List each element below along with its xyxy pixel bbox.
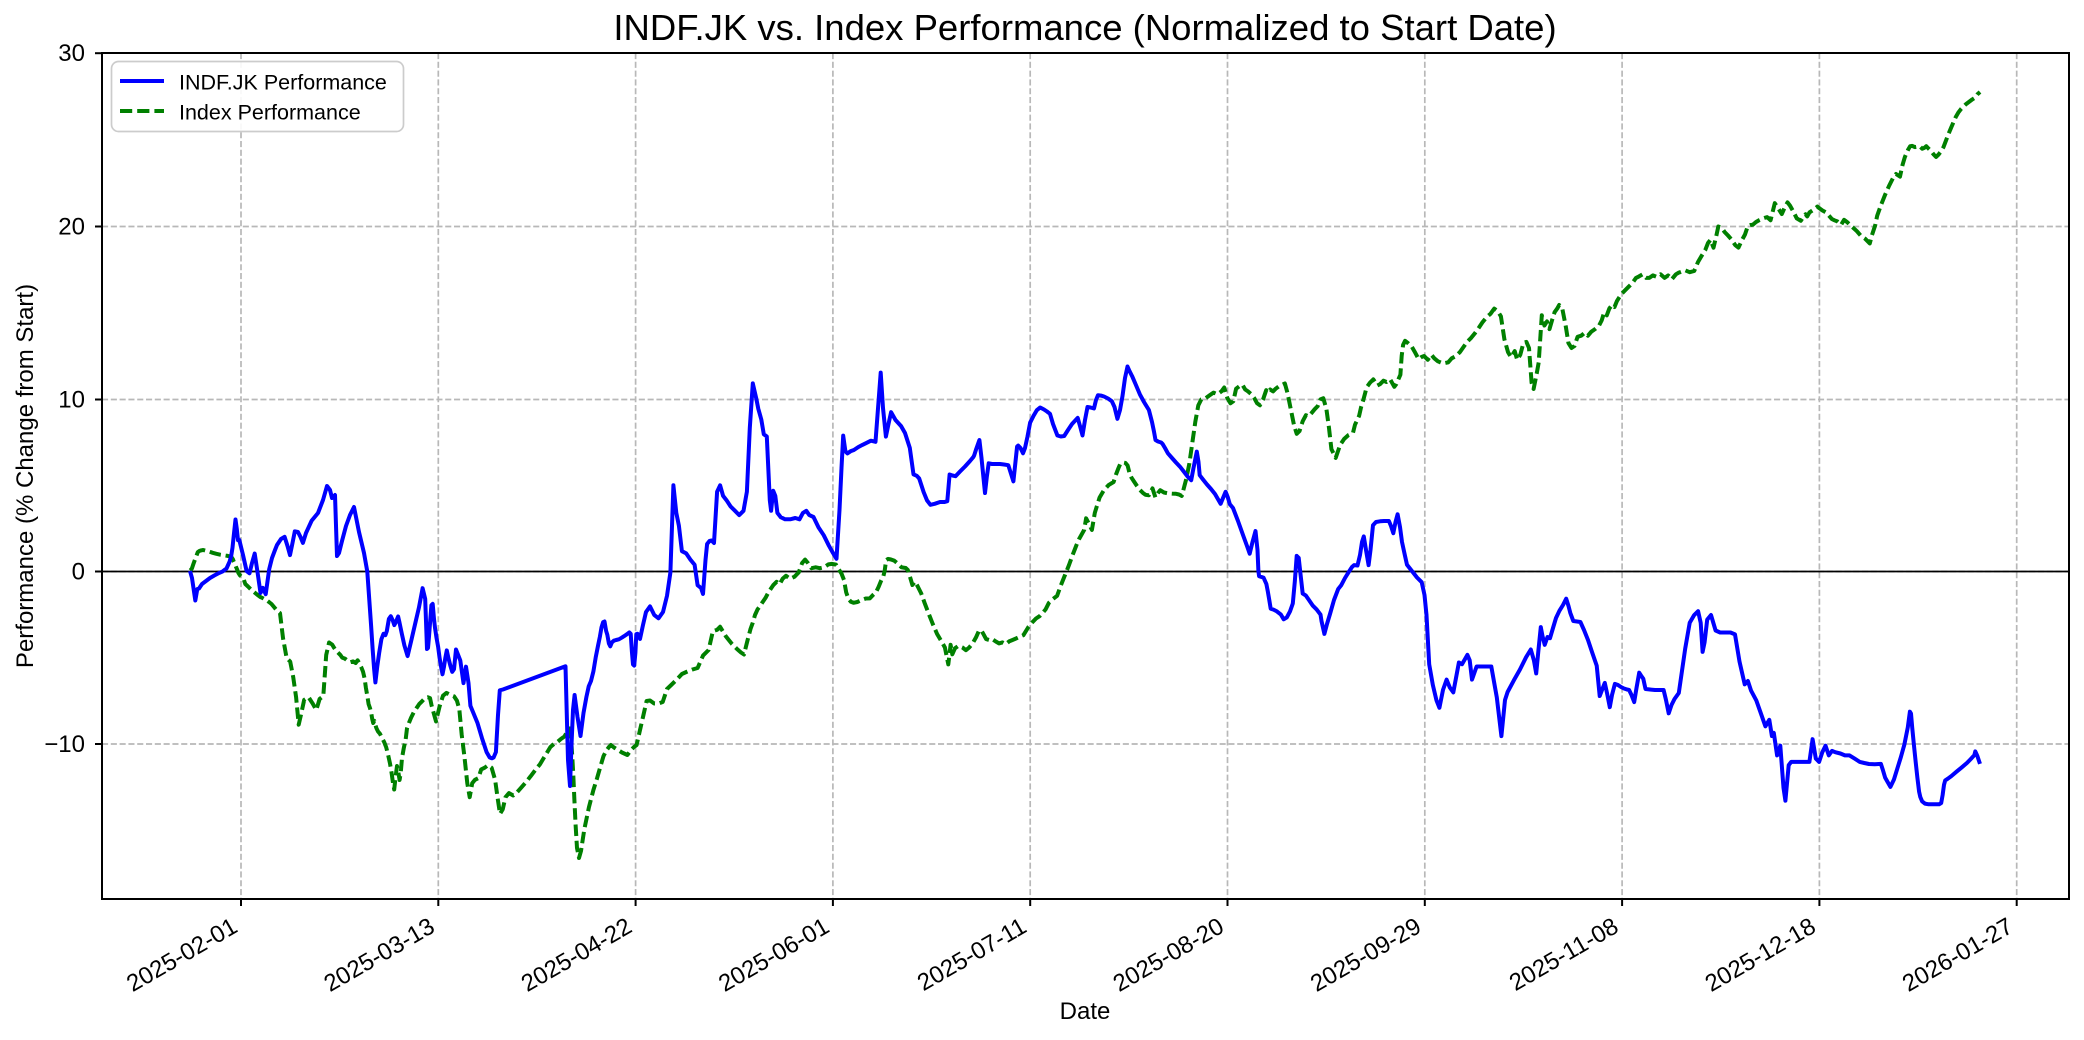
svg-text:INDF.JK vs. Index Performance: INDF.JK vs. Index Performance (Normalize… <box>613 7 1556 48</box>
svg-text:Performance (% Change from Sta: Performance (% Change from Start) <box>12 284 39 668</box>
svg-text:Index Performance: Index Performance <box>179 101 361 125</box>
svg-text:Date: Date <box>1060 998 1111 1025</box>
svg-text:0: 0 <box>72 559 85 586</box>
svg-text:30: 30 <box>58 40 85 67</box>
svg-text:20: 20 <box>58 214 85 241</box>
svg-text:INDF.JK Performance: INDF.JK Performance <box>179 71 387 95</box>
svg-text:−10: −10 <box>44 731 85 758</box>
svg-text:10: 10 <box>58 387 85 414</box>
